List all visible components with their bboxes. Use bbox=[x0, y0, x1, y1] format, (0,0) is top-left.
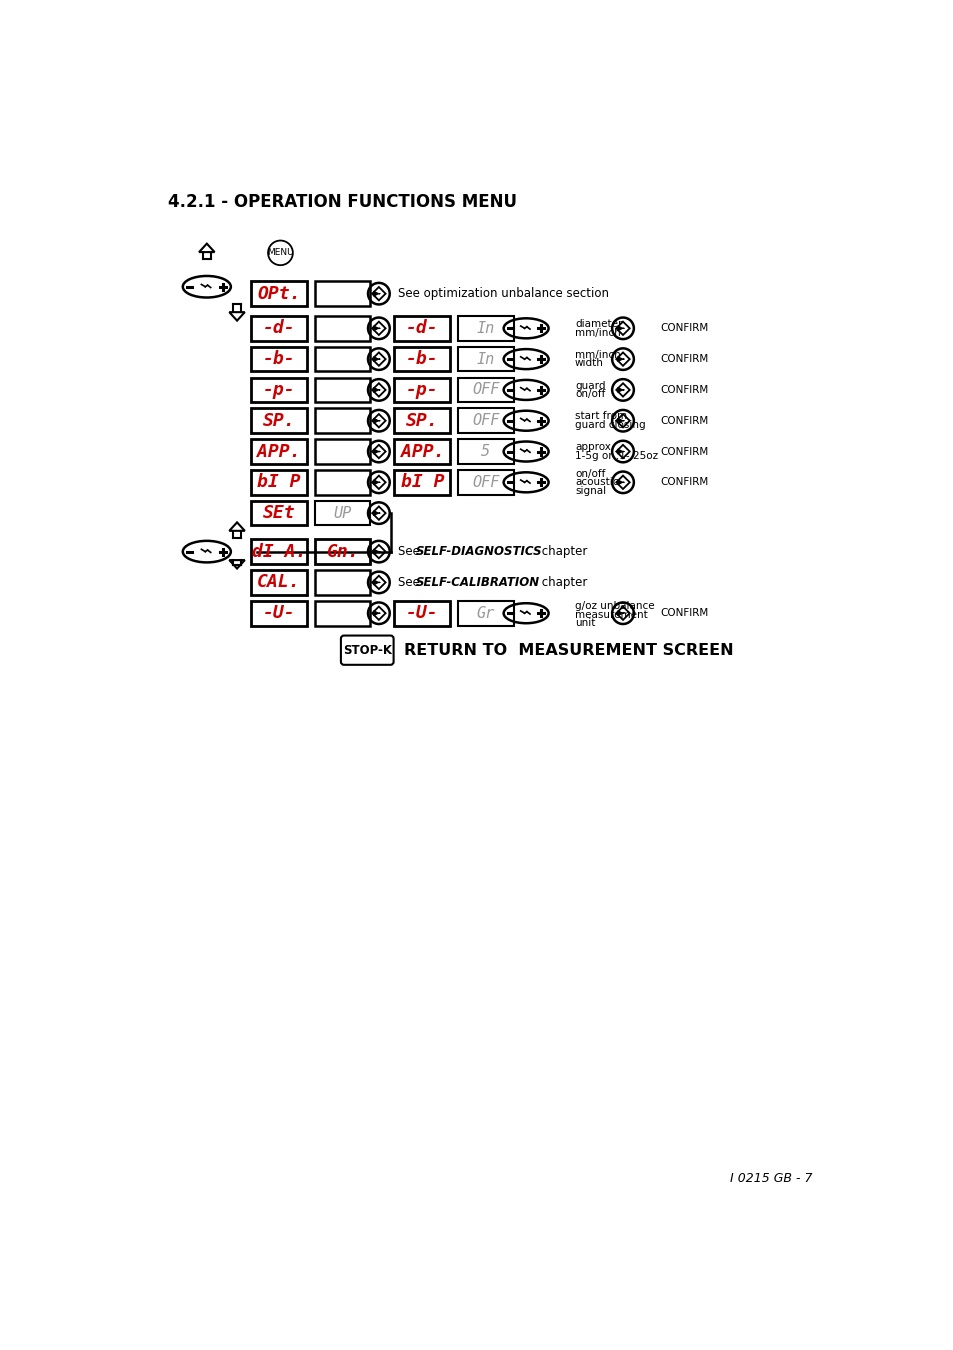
Text: I 0215 GB - 7: I 0215 GB - 7 bbox=[730, 1172, 812, 1185]
Text: In: In bbox=[476, 351, 495, 367]
FancyBboxPatch shape bbox=[314, 601, 370, 625]
Text: -U-: -U- bbox=[406, 605, 438, 622]
Text: See: See bbox=[397, 576, 423, 589]
FancyBboxPatch shape bbox=[394, 601, 450, 625]
FancyBboxPatch shape bbox=[394, 470, 450, 494]
FancyBboxPatch shape bbox=[251, 378, 307, 402]
FancyBboxPatch shape bbox=[314, 439, 370, 464]
FancyBboxPatch shape bbox=[314, 378, 370, 402]
Text: 4.2.1 - OPERATION FUNCTIONS MENU: 4.2.1 - OPERATION FUNCTIONS MENU bbox=[168, 193, 517, 211]
FancyBboxPatch shape bbox=[314, 570, 370, 595]
Text: 1-5g or .1-.25oz: 1-5g or .1-.25oz bbox=[575, 451, 658, 460]
FancyBboxPatch shape bbox=[314, 501, 370, 525]
Text: -U-: -U- bbox=[262, 605, 294, 622]
Text: OFF: OFF bbox=[472, 475, 499, 490]
Text: SP.: SP. bbox=[262, 412, 294, 429]
Text: SEt: SEt bbox=[262, 504, 294, 522]
Text: OPt.: OPt. bbox=[257, 285, 300, 302]
FancyBboxPatch shape bbox=[340, 636, 394, 664]
Text: width: width bbox=[575, 358, 603, 369]
Text: guard: guard bbox=[575, 381, 605, 390]
Text: bI P: bI P bbox=[257, 474, 300, 491]
Text: CAL.: CAL. bbox=[257, 574, 300, 591]
Text: mm/inch: mm/inch bbox=[575, 328, 620, 338]
FancyBboxPatch shape bbox=[251, 570, 307, 595]
Text: mm/inch: mm/inch bbox=[575, 350, 620, 360]
Text: In: In bbox=[476, 321, 495, 336]
FancyBboxPatch shape bbox=[314, 347, 370, 371]
Text: g/oz unbalance: g/oz unbalance bbox=[575, 601, 654, 612]
Text: measurement: measurement bbox=[575, 610, 647, 620]
Text: CONFIRM: CONFIRM bbox=[659, 609, 708, 618]
FancyBboxPatch shape bbox=[251, 470, 307, 494]
Text: approx.: approx. bbox=[575, 443, 614, 452]
FancyBboxPatch shape bbox=[457, 316, 513, 340]
Text: SP.: SP. bbox=[406, 412, 438, 429]
FancyBboxPatch shape bbox=[457, 347, 513, 371]
Text: OFF: OFF bbox=[472, 413, 499, 428]
FancyBboxPatch shape bbox=[314, 316, 370, 340]
Text: CONFIRM: CONFIRM bbox=[659, 416, 708, 425]
FancyBboxPatch shape bbox=[251, 501, 307, 525]
Text: chapter: chapter bbox=[537, 545, 586, 558]
Text: -d-: -d- bbox=[262, 320, 294, 338]
Text: start from: start from bbox=[575, 412, 626, 421]
Text: -b-: -b- bbox=[406, 350, 438, 369]
FancyBboxPatch shape bbox=[457, 409, 513, 433]
FancyBboxPatch shape bbox=[394, 439, 450, 464]
Text: SELF-DIAGNOSTICS: SELF-DIAGNOSTICS bbox=[416, 545, 542, 558]
Text: UP: UP bbox=[333, 506, 352, 521]
FancyBboxPatch shape bbox=[394, 316, 450, 340]
Text: guard closing: guard closing bbox=[575, 420, 645, 429]
Text: SELF-CALIBRATION: SELF-CALIBRATION bbox=[416, 576, 539, 589]
Text: acoustic: acoustic bbox=[575, 478, 618, 487]
Text: unit: unit bbox=[575, 618, 595, 628]
Text: CONFIRM: CONFIRM bbox=[659, 354, 708, 364]
FancyBboxPatch shape bbox=[314, 409, 370, 433]
FancyBboxPatch shape bbox=[251, 539, 307, 564]
Text: CONFIRM: CONFIRM bbox=[659, 478, 708, 487]
FancyBboxPatch shape bbox=[251, 281, 307, 306]
Text: APP.: APP. bbox=[400, 443, 443, 460]
FancyBboxPatch shape bbox=[251, 439, 307, 464]
FancyBboxPatch shape bbox=[394, 409, 450, 433]
FancyBboxPatch shape bbox=[457, 470, 513, 494]
Text: bI P: bI P bbox=[400, 474, 443, 491]
Text: on/off: on/off bbox=[575, 389, 605, 400]
FancyBboxPatch shape bbox=[457, 378, 513, 402]
FancyBboxPatch shape bbox=[251, 601, 307, 625]
Text: STOP-K: STOP-K bbox=[342, 644, 392, 656]
Text: RETURN TO  MEASUREMENT SCREEN: RETURN TO MEASUREMENT SCREEN bbox=[404, 643, 733, 657]
Text: 5: 5 bbox=[480, 444, 490, 459]
Text: chapter: chapter bbox=[537, 576, 586, 589]
Text: See: See bbox=[397, 545, 423, 558]
Text: dI A.: dI A. bbox=[252, 543, 306, 560]
FancyBboxPatch shape bbox=[251, 409, 307, 433]
Text: on/off: on/off bbox=[575, 468, 605, 479]
FancyBboxPatch shape bbox=[457, 439, 513, 464]
FancyBboxPatch shape bbox=[314, 470, 370, 494]
FancyBboxPatch shape bbox=[314, 281, 370, 306]
FancyBboxPatch shape bbox=[314, 539, 370, 564]
FancyBboxPatch shape bbox=[457, 601, 513, 625]
Text: diameter: diameter bbox=[575, 319, 621, 329]
Text: Gr: Gr bbox=[476, 606, 495, 621]
Text: signal: signal bbox=[575, 486, 605, 495]
Text: -p-: -p- bbox=[406, 381, 438, 398]
Text: OFF: OFF bbox=[472, 382, 499, 397]
FancyBboxPatch shape bbox=[394, 378, 450, 402]
Text: -p-: -p- bbox=[262, 381, 294, 398]
Text: MENU: MENU bbox=[267, 248, 294, 258]
Text: -b-: -b- bbox=[262, 350, 294, 369]
Text: Gn.: Gn. bbox=[326, 543, 358, 560]
Text: APP.: APP. bbox=[257, 443, 300, 460]
Text: CONFIRM: CONFIRM bbox=[659, 385, 708, 396]
FancyBboxPatch shape bbox=[251, 316, 307, 340]
Text: CONFIRM: CONFIRM bbox=[659, 323, 708, 333]
Text: -d-: -d- bbox=[406, 320, 438, 338]
Text: See optimization unbalance section: See optimization unbalance section bbox=[397, 288, 609, 300]
FancyBboxPatch shape bbox=[251, 347, 307, 371]
FancyBboxPatch shape bbox=[394, 347, 450, 371]
Text: CONFIRM: CONFIRM bbox=[659, 447, 708, 456]
